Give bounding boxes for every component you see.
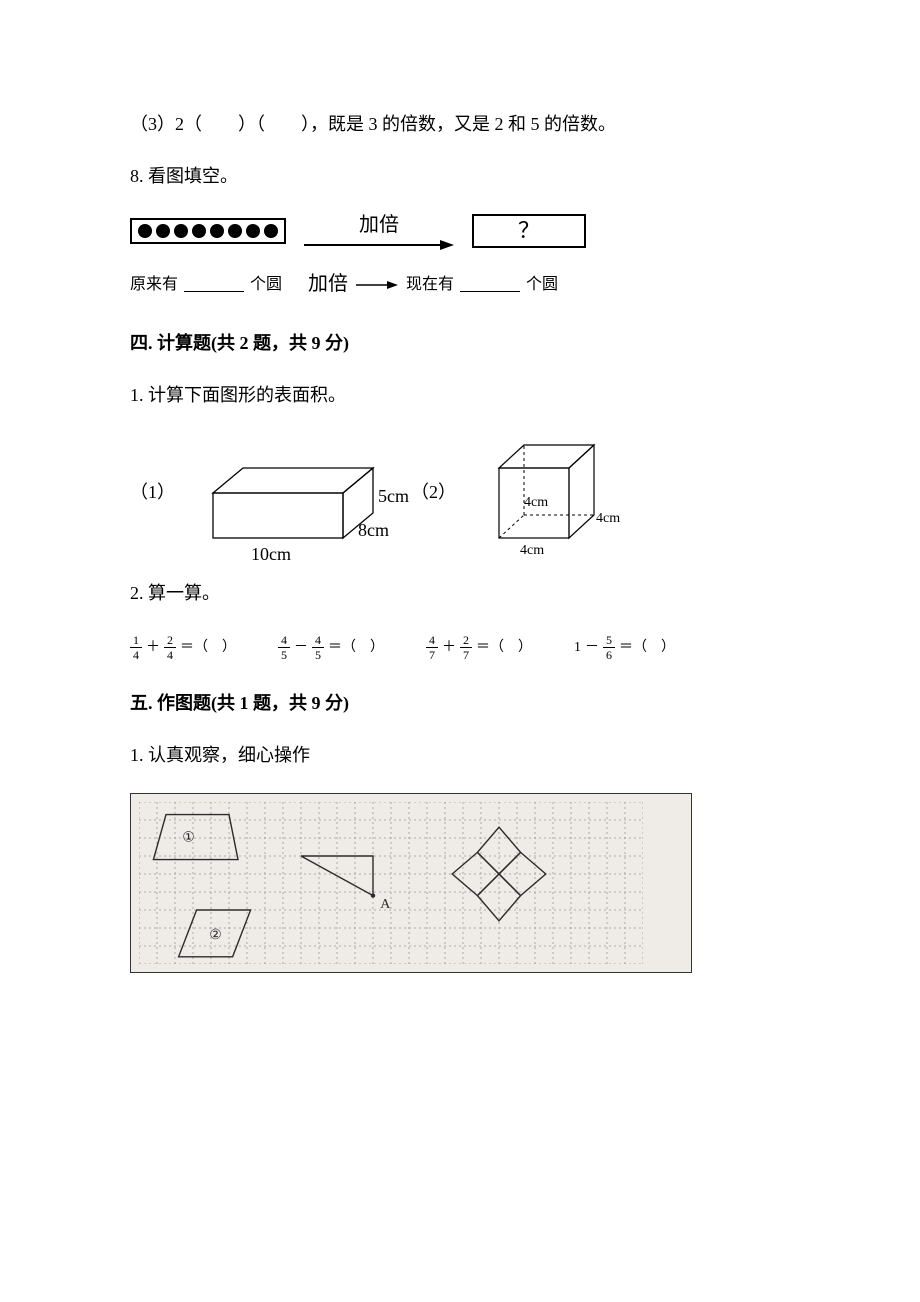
fraction-equation: 1 － 56 ＝（ ）	[574, 634, 675, 661]
answer-blank[interactable]: （ ）	[194, 641, 236, 656]
shape1-h: 5cm	[378, 482, 409, 512]
fraction: 14	[130, 634, 142, 661]
q8-r2-b: 个圆	[250, 272, 282, 298]
q8-r2-d: 个圆	[526, 272, 558, 298]
dot-icon	[156, 224, 170, 238]
cube-icon: 4cm 4cm 4cm	[484, 433, 624, 553]
q8-r2-mid-label: 加倍	[308, 268, 348, 301]
shape2-e2: 4cm	[596, 507, 620, 530]
dot-icon	[174, 224, 188, 238]
shapes-row: （1） 5cm 8cm 10cm （2）	[130, 433, 800, 553]
dot-icon	[210, 224, 224, 238]
fraction: 45	[312, 634, 324, 661]
fraction: 56	[603, 634, 615, 661]
dot-icon	[246, 224, 260, 238]
shape2-label: （2）	[411, 478, 456, 508]
fraction: 47	[426, 634, 438, 661]
dot-icon	[228, 224, 242, 238]
arrow-right-icon	[304, 238, 454, 252]
fraction: 27	[460, 634, 472, 661]
q8: 8. 看图填空。 加倍 ？ 原来有 个圆 加倍	[130, 162, 800, 302]
q7-3: （3）2（ ）（ ），既是 3 的倍数，又是 2 和 5 的倍数。	[130, 110, 800, 140]
q8-r2-c: 现在有	[406, 272, 454, 298]
shape1-label: （1）	[130, 478, 175, 508]
q7-3-rest: 既是 3 的倍数，又是 2 和 5 的倍数。	[328, 114, 616, 134]
page: （3）2（ ）（ ），既是 3 的倍数，又是 2 和 5 的倍数。 8. 看图填…	[0, 0, 920, 1051]
blank-input[interactable]	[184, 277, 244, 292]
q8-question-box: ？	[472, 214, 586, 248]
dot-icon	[264, 224, 278, 238]
fraction: 45	[278, 634, 290, 661]
q8-question-mark: ？	[518, 213, 540, 249]
answer-blank[interactable]: （ ）	[490, 641, 532, 656]
cuboid-icon: 5cm 8cm 10cm	[203, 448, 383, 538]
shape1-w: 10cm	[251, 540, 291, 570]
q8-row1: 加倍 ？	[130, 209, 800, 252]
shape2-e1: 4cm	[524, 491, 548, 514]
arrow-right-icon	[356, 280, 398, 290]
fraction-row: 14 ＋ 24 ＝（ ） 45 － 45 ＝（ ） 47 ＋ 27 ＝（ ） 1 － …	[130, 634, 800, 661]
q8-arrow: 加倍	[304, 209, 454, 252]
blank-input[interactable]	[460, 277, 520, 292]
grid-drawing-canvas: ① ② A	[139, 802, 643, 964]
svg-text:A: A	[380, 897, 391, 912]
q8-row2: 原来有 个圆 加倍 现在有 个圆	[130, 268, 800, 301]
dot-icon	[192, 224, 206, 238]
svg-text:①: ①	[182, 830, 195, 845]
shape1-d: 8cm	[358, 516, 389, 546]
shape2-e3: 4cm	[520, 539, 544, 562]
q8-dots-box	[130, 218, 286, 244]
q7-3-prefix: （3）2（ ）（ ），	[130, 114, 328, 134]
q8-figure: 加倍 ？ 原来有 个圆 加倍 现在有	[130, 209, 800, 301]
sec4-q2-title: 2. 算一算。	[130, 579, 800, 609]
dot-icon	[138, 224, 152, 238]
fraction-equation: 45 － 45 ＝（ ）	[278, 634, 384, 661]
fraction: 24	[164, 634, 176, 661]
answer-blank[interactable]: （ ）	[633, 641, 675, 656]
q8-title: 8. 看图填空。	[130, 162, 800, 192]
fraction-equation: 14 ＋ 24 ＝（ ）	[130, 634, 236, 661]
q8-r2-a: 原来有	[130, 272, 178, 298]
section-4-title: 四. 计算题(共 2 题，共 9 分)	[130, 329, 800, 359]
svg-text:②: ②	[209, 928, 222, 943]
answer-blank[interactable]: （ ）	[342, 641, 384, 656]
sec5-q1-title: 1. 认真观察，细心操作	[130, 741, 800, 771]
fraction-equation: 47 ＋ 27 ＝（ ）	[426, 634, 532, 661]
section-5-title: 五. 作图题(共 1 题，共 9 分)	[130, 689, 800, 719]
sec4-q1-title: 1. 计算下面图形的表面积。	[130, 381, 800, 411]
grid-figure: ① ② A	[130, 793, 692, 973]
